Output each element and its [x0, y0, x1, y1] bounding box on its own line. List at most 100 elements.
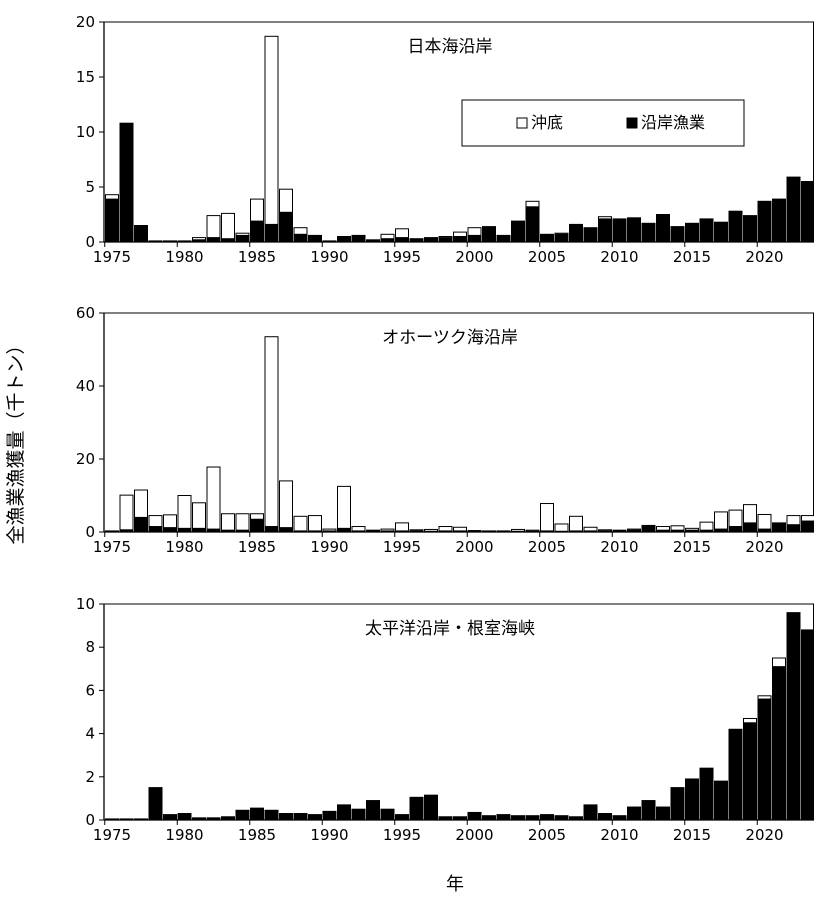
x-tick-label: 2005: [528, 826, 566, 844]
bar-coastal-2022: [786, 176, 801, 243]
bar-offshore-2022: [786, 515, 801, 526]
bar-coastal-2008: [583, 804, 598, 821]
bar-coastal-2020: [757, 698, 772, 821]
x-tick-label: 1980: [165, 248, 203, 266]
bar-coastal-1986: [264, 809, 279, 821]
bar-offshore-1983: [221, 513, 235, 531]
bar-coastal-2009: [598, 218, 612, 243]
x-tick-label: 2005: [528, 248, 566, 266]
bar-offshore-2003: [511, 528, 525, 532]
bar-coastal-2009: [598, 813, 612, 821]
bar-coastal-2018: [728, 728, 743, 821]
bar-coastal-2015: [685, 222, 699, 243]
bar-coastal-2018: [728, 526, 743, 533]
bar-offshore-2015: [685, 527, 699, 531]
bar-coastal-2023: [801, 520, 814, 533]
bar-offshore-2006: [554, 523, 569, 532]
bar-offshore-2018: [728, 509, 743, 528]
y-tick-label: 4: [85, 725, 95, 743]
x-tick-label: 1990: [310, 538, 348, 556]
bar-offshore-1976: [119, 494, 134, 531]
bar-coastal-2012: [641, 524, 656, 533]
y-tick-label: 6: [85, 681, 95, 699]
bar-offshore-1989: [308, 515, 322, 532]
bar-offshore-2016: [699, 521, 714, 531]
bar-offshore-1982: [206, 466, 221, 530]
x-tick-label: 2020: [745, 826, 783, 844]
panel-title: 日本海沿岸: [408, 37, 493, 57]
bar-coastal-2014: [670, 226, 685, 243]
bar-offshore-1984: [235, 232, 250, 236]
x-tick-label: 1985: [238, 826, 276, 844]
bar-coastal-2020: [757, 200, 772, 243]
bar-offshore-1983: [221, 212, 235, 240]
y-tick-label: 0: [85, 233, 95, 251]
bar-coastal-2003: [511, 220, 525, 243]
x-tick-label: 1995: [383, 538, 421, 556]
bar-coastal-2023: [801, 629, 814, 821]
bar-coastal-2000: [467, 811, 482, 821]
bar-coastal-1997: [424, 237, 438, 243]
legend-box: [461, 99, 745, 147]
bar-offshore-1991: [337, 485, 351, 529]
bar-coastal-2005: [540, 233, 554, 243]
x-tick-label: 2010: [600, 826, 638, 844]
bar-coastal-2012: [641, 222, 656, 243]
bar-offshore-1979: [163, 514, 177, 529]
bar-offshore-1994: [380, 233, 395, 240]
x-tick-label: 1975: [93, 826, 131, 844]
bar-offshore-1987: [279, 480, 293, 529]
y-tick-label: 20: [76, 13, 95, 31]
panel-title: 太平洋沿岸・根室海峡: [365, 619, 535, 639]
legend-swatch-offshore: [516, 117, 528, 129]
bar-offshore-1999: [453, 231, 467, 238]
bar-coastal-1977: [134, 516, 148, 533]
bar-coastal-2013: [656, 214, 670, 243]
x-tick-label: 2015: [673, 538, 711, 556]
legend-label-coastal: 沿岸漁業: [641, 113, 705, 132]
bar-coastal-2008: [583, 227, 598, 243]
bar-offshore-1988: [293, 227, 308, 235]
bar-offshore-2007: [569, 515, 583, 532]
bar-coastal-1982: [206, 237, 221, 243]
bar-offshore-1996: [409, 529, 424, 532]
bar-offshore-2020: [757, 513, 772, 530]
x-tick-label: 1985: [238, 538, 276, 556]
bar-coastal-1997: [424, 794, 438, 821]
bar-offshore-2014: [670, 525, 685, 531]
bar-coastal-2010: [612, 218, 627, 243]
bar-offshore-1986: [264, 336, 279, 528]
bar-offshore-2005: [540, 503, 554, 532]
x-tick-label: 2020: [745, 538, 783, 556]
chart-panel: 0 5 10 15 20 1975 1980 1985 1990 1995 2000 2005 2010…: [76, 13, 814, 266]
bar-offshore-1980: [177, 495, 192, 529]
bar-offshore-1999: [453, 526, 467, 532]
bar-coastal-1985: [250, 220, 264, 243]
bar-offshore-1978: [148, 515, 163, 528]
bar-offshore-1982: [206, 215, 221, 239]
bar-coastal-1989: [308, 234, 322, 243]
bar-offshore-1988: [293, 515, 308, 532]
bar-coastal-1994: [380, 808, 395, 821]
bar-offshore-2013: [656, 526, 670, 531]
bar-offshore-1985: [250, 198, 264, 222]
bar-coastal-2019: [743, 522, 757, 533]
x-tick-label: 1980: [165, 538, 203, 556]
bar-offshore-1977: [134, 489, 148, 518]
bar-coastal-2023: [801, 181, 814, 243]
bar-offshore-2020: [757, 695, 772, 700]
bar-offshore-2019: [743, 504, 757, 524]
x-tick-label: 1985: [238, 248, 276, 266]
bar-coastal-2015: [685, 778, 699, 821]
y-tick-label: 8: [85, 638, 95, 656]
bar-coastal-2006: [554, 233, 569, 243]
bar-offshore-2000: [467, 227, 482, 236]
bar-offshore-1981: [192, 502, 206, 529]
bar-coastal-1976: [119, 122, 134, 243]
y-tick-label: 40: [76, 377, 95, 395]
x-tick-label: 2000: [455, 826, 493, 844]
bar-coastal-1991: [337, 236, 351, 243]
bar-offshore-1995: [395, 522, 409, 532]
bar-coastal-2021: [772, 198, 786, 243]
